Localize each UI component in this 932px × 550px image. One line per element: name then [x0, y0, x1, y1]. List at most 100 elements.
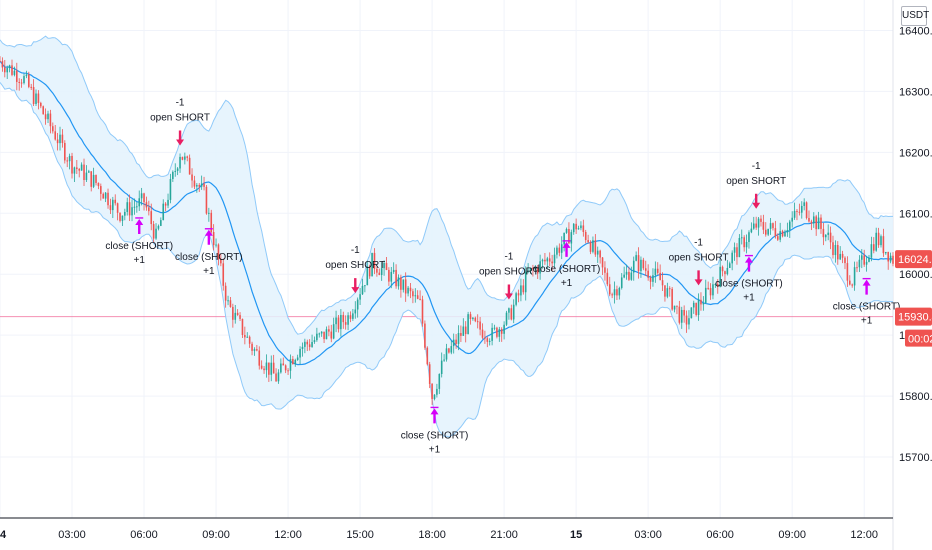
candle-body — [870, 244, 873, 258]
candle-body — [568, 228, 570, 244]
candle-body — [512, 304, 515, 320]
candle-body — [100, 186, 102, 194]
candle-body — [30, 86, 33, 88]
candle-body — [522, 285, 525, 293]
candle-body — [318, 333, 321, 335]
candle-body — [748, 232, 750, 243]
candle-body — [630, 272, 633, 280]
time-tick-label: 18:00 — [418, 529, 446, 541]
candle-body — [121, 215, 124, 221]
candle-body — [716, 284, 719, 287]
candle-body — [28, 74, 30, 87]
candle-body — [16, 70, 18, 82]
candle-body — [260, 365, 263, 369]
candle-body — [455, 339, 457, 344]
candle-body — [532, 267, 534, 270]
candle-body — [277, 372, 280, 382]
time-tick-label: 03:00 — [58, 529, 86, 541]
candle-body — [673, 305, 676, 310]
candle-body — [193, 180, 196, 187]
candle-body — [570, 232, 573, 244]
exit-qty-label: +1 — [561, 278, 573, 289]
candle-body — [520, 285, 522, 296]
candle-body — [685, 315, 688, 325]
candle-body — [6, 68, 9, 73]
candle-body — [731, 252, 733, 264]
candle-body — [169, 179, 172, 200]
candle-body — [810, 221, 813, 224]
candle-body — [488, 340, 491, 342]
candle-body — [340, 314, 342, 330]
candle-body — [551, 261, 553, 264]
time-tick-label: 09:00 — [778, 529, 806, 541]
candle-body — [505, 312, 508, 325]
candle-body — [484, 337, 486, 339]
candle-body — [431, 383, 433, 400]
currency-unit-label[interactable]: USDT — [901, 6, 929, 26]
candle-body — [109, 205, 112, 211]
candle-body — [676, 305, 678, 307]
candle-body — [544, 259, 546, 262]
exit-qty-label: +1 — [743, 293, 755, 304]
candle-body — [644, 268, 647, 271]
candle-body — [251, 343, 253, 351]
candle-body — [368, 266, 371, 277]
candle-body — [541, 259, 544, 262]
price-badges: 16024.80 15930.40 00:02 — [895, 250, 932, 347]
time-tick-label: 06:00 — [130, 529, 158, 541]
candle-body — [558, 247, 561, 253]
candle-body — [829, 232, 832, 243]
candle-body — [721, 266, 724, 272]
candle-body — [172, 171, 174, 180]
candle-body — [884, 251, 887, 254]
time-tick-label: 12:00 — [274, 529, 302, 541]
entry-qty-label: -1 — [694, 237, 703, 248]
candle-body — [224, 285, 227, 301]
candle-body — [164, 203, 167, 206]
candle-body — [383, 262, 385, 269]
candle-body — [500, 329, 503, 334]
entry-action-label: open SHORT — [150, 112, 210, 123]
candle-body — [311, 341, 313, 347]
candle-body — [654, 268, 657, 276]
candle-body — [560, 244, 563, 253]
open-short-arrow-icon — [351, 278, 360, 294]
candle-body — [256, 349, 258, 351]
close-short-arrow-icon — [204, 229, 213, 245]
candle-body — [210, 212, 213, 233]
candle-body — [767, 228, 769, 235]
exit-action-label: close (SHORT) — [105, 241, 173, 252]
price-axis[interactable]: 16400.00 16300.00 16200.00 16100.00 16000.00… — [899, 25, 932, 464]
candle-body — [774, 228, 777, 237]
close-short-arrow-icon — [430, 408, 439, 424]
candle-body — [282, 363, 285, 366]
candle-body — [395, 269, 397, 287]
candle-body — [138, 198, 141, 207]
time-axis[interactable]: 14 03:00 06:00 09:00 12:00 15:00 18:00 21:00 15 0… — [0, 529, 878, 541]
exit-qty-label: +1 — [203, 266, 215, 277]
candle-body — [820, 217, 822, 229]
candle-body — [469, 314, 472, 319]
candle-body — [102, 193, 105, 199]
candle-body — [498, 329, 501, 337]
candle-body — [217, 244, 220, 260]
candle-body — [215, 244, 217, 246]
candle-body — [354, 309, 357, 314]
candle-body — [304, 341, 306, 347]
candle-body — [287, 370, 289, 372]
candle-body — [476, 321, 479, 323]
candle-body — [872, 244, 875, 251]
candle-body — [448, 348, 450, 353]
candle-body — [11, 65, 13, 75]
candle-body — [133, 206, 136, 208]
candle-body — [270, 362, 273, 375]
candle-body — [284, 365, 287, 371]
candle-body — [308, 344, 311, 347]
candle-body — [8, 65, 11, 69]
candle-body — [594, 240, 597, 255]
candle-body — [784, 232, 786, 237]
candle-body — [496, 327, 498, 337]
candle-body — [647, 270, 649, 278]
